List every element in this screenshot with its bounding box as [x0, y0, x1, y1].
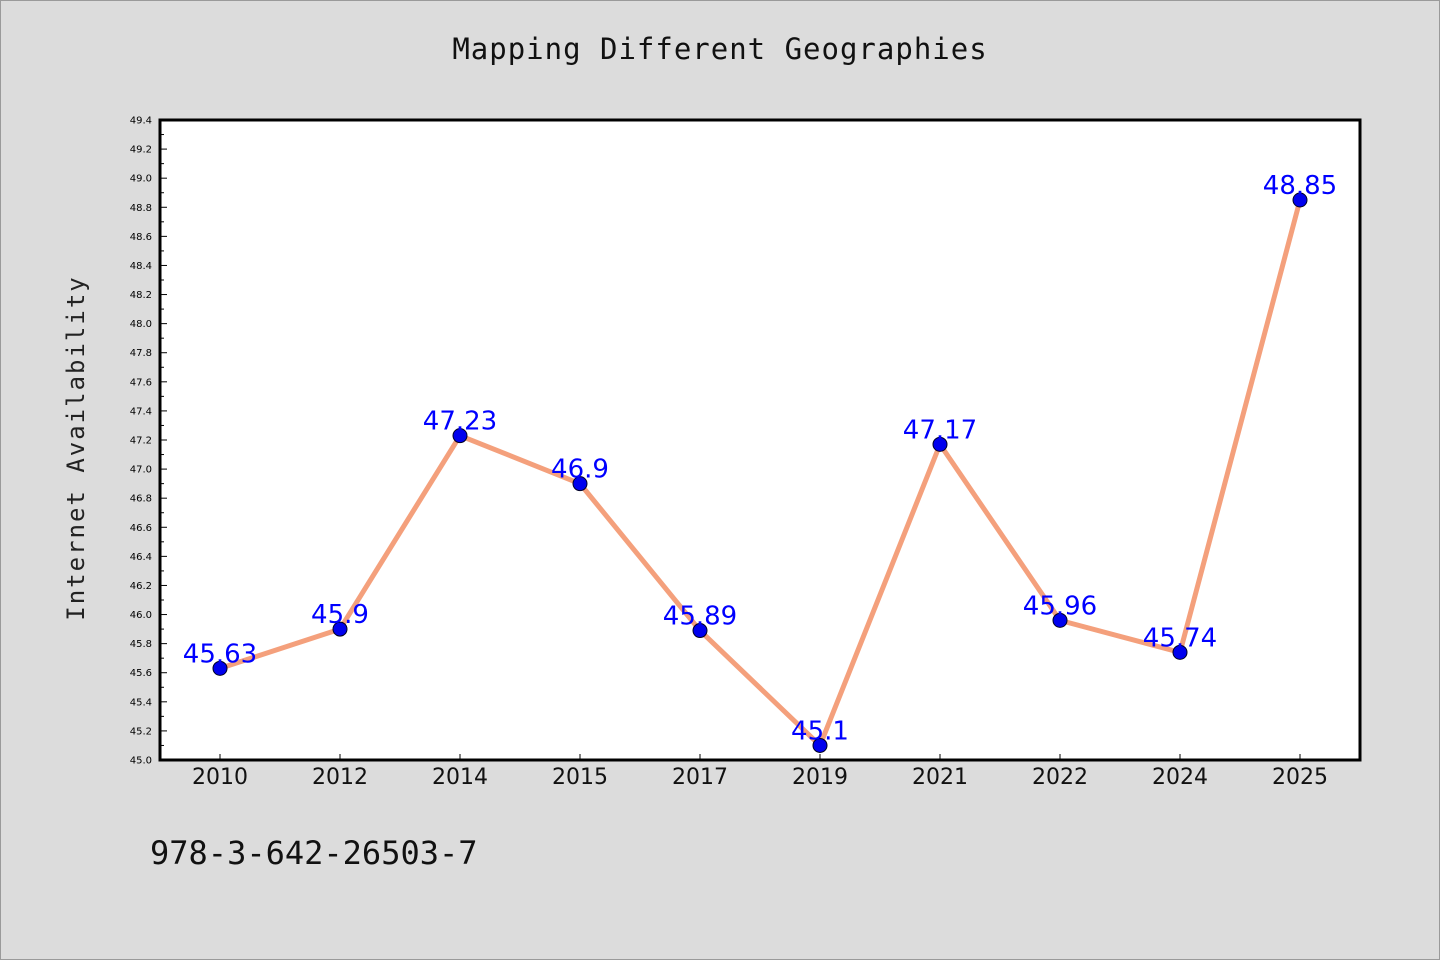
series-line [217, 197, 1303, 748]
x-tick-label: 2014 [432, 765, 488, 790]
y-tick-label: 48.2 [130, 290, 152, 301]
data-point [1052, 612, 1068, 628]
data-label: 47.17 [903, 415, 977, 445]
isbn-annotation: 978-3-642-26503-7 [150, 834, 478, 872]
data-label: 46.9 [551, 455, 609, 485]
data-label: 48.85 [1263, 171, 1337, 201]
y-tick-label: 45.2 [130, 726, 152, 737]
y-tick-label: 46.8 [130, 494, 152, 505]
x-tick-label: 2019 [792, 765, 848, 790]
data-label: 45.63 [183, 639, 257, 669]
y-tick-label: 46.0 [130, 610, 152, 621]
data-label: 45.96 [1023, 591, 1097, 621]
data-point [572, 476, 588, 492]
x-tick-label: 2025 [1272, 765, 1328, 790]
x-tick-label: 2010 [192, 765, 248, 790]
y-tick-label: 46.4 [130, 552, 152, 563]
x-tick-label: 2017 [672, 765, 728, 790]
y-tick-label: 45.8 [130, 639, 152, 650]
y-tick-label: 48.4 [130, 261, 152, 272]
y-tick-label: 45.0 [130, 756, 152, 767]
y-tick-label: 49.2 [130, 145, 152, 156]
data-label: 45.74 [1143, 623, 1217, 653]
x-tick-label: 2012 [312, 765, 368, 790]
x-tick-label: 2024 [1152, 765, 1208, 790]
x-tick-label: 2015 [552, 765, 608, 790]
x-tick-label: 2021 [912, 765, 968, 790]
data-point [692, 623, 708, 639]
data-label: 45.9 [311, 600, 369, 630]
y-tick-label: 47.8 [130, 348, 152, 359]
y-tick-label: 46.2 [130, 581, 152, 592]
data-label: 47.23 [423, 407, 497, 437]
plot-area [160, 120, 1360, 760]
y-tick-label: 47.0 [130, 465, 152, 476]
y-tick-label: 48.8 [130, 203, 152, 214]
y-tick-label: 48.0 [130, 319, 152, 330]
data-label: 45.1 [791, 716, 849, 746]
data-point [452, 428, 468, 444]
data-point [812, 737, 828, 753]
y-tick-label: 46.6 [130, 523, 152, 534]
y-tick-label: 47.6 [130, 377, 152, 388]
data-point [1172, 644, 1188, 660]
data-point [932, 436, 948, 452]
y-tick-label: 45.6 [130, 668, 152, 679]
data-point [1292, 192, 1308, 208]
y-tick-label: 48.6 [130, 232, 152, 243]
x-tick-label: 2022 [1032, 765, 1088, 790]
y-tick-label: 47.2 [130, 436, 152, 447]
y-tick-label: 47.4 [130, 406, 152, 417]
y-tick-label: 49.4 [130, 116, 152, 127]
data-point [332, 621, 348, 637]
plot-border [158, 118, 1362, 762]
data-point [212, 660, 228, 676]
y-tick-label: 45.4 [130, 697, 152, 708]
chart-title: Mapping Different Geographies [452, 32, 988, 66]
data-label: 45.89 [663, 602, 737, 632]
y-tick-label: 49.0 [130, 174, 152, 185]
